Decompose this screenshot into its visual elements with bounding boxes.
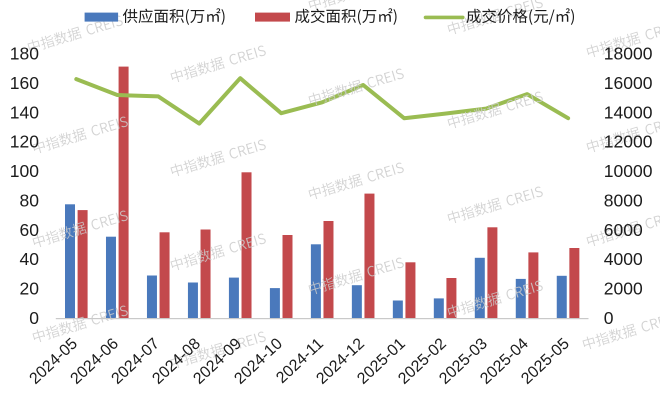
svg-text:8000: 8000 [604, 190, 643, 210]
svg-text:0: 0 [604, 308, 614, 328]
svg-text:20: 20 [20, 279, 40, 299]
svg-text:40: 40 [20, 249, 40, 269]
svg-text:120: 120 [10, 132, 39, 152]
svg-text:2000: 2000 [604, 279, 643, 299]
svg-text:80: 80 [20, 190, 40, 210]
svg-text:160: 160 [10, 73, 39, 93]
svg-text:18000: 18000 [604, 44, 653, 64]
svg-text:140: 140 [10, 102, 39, 122]
svg-text:100: 100 [10, 161, 39, 181]
svg-text:180: 180 [10, 44, 39, 64]
svg-text:60: 60 [20, 220, 40, 240]
svg-text:0: 0 [29, 308, 39, 328]
svg-text:10000: 10000 [604, 161, 653, 181]
svg-text:6000: 6000 [604, 220, 643, 240]
svg-text:12000: 12000 [604, 132, 653, 152]
svg-text:16000: 16000 [604, 73, 653, 93]
svg-text:14000: 14000 [604, 102, 653, 122]
svg-text:4000: 4000 [604, 249, 643, 269]
